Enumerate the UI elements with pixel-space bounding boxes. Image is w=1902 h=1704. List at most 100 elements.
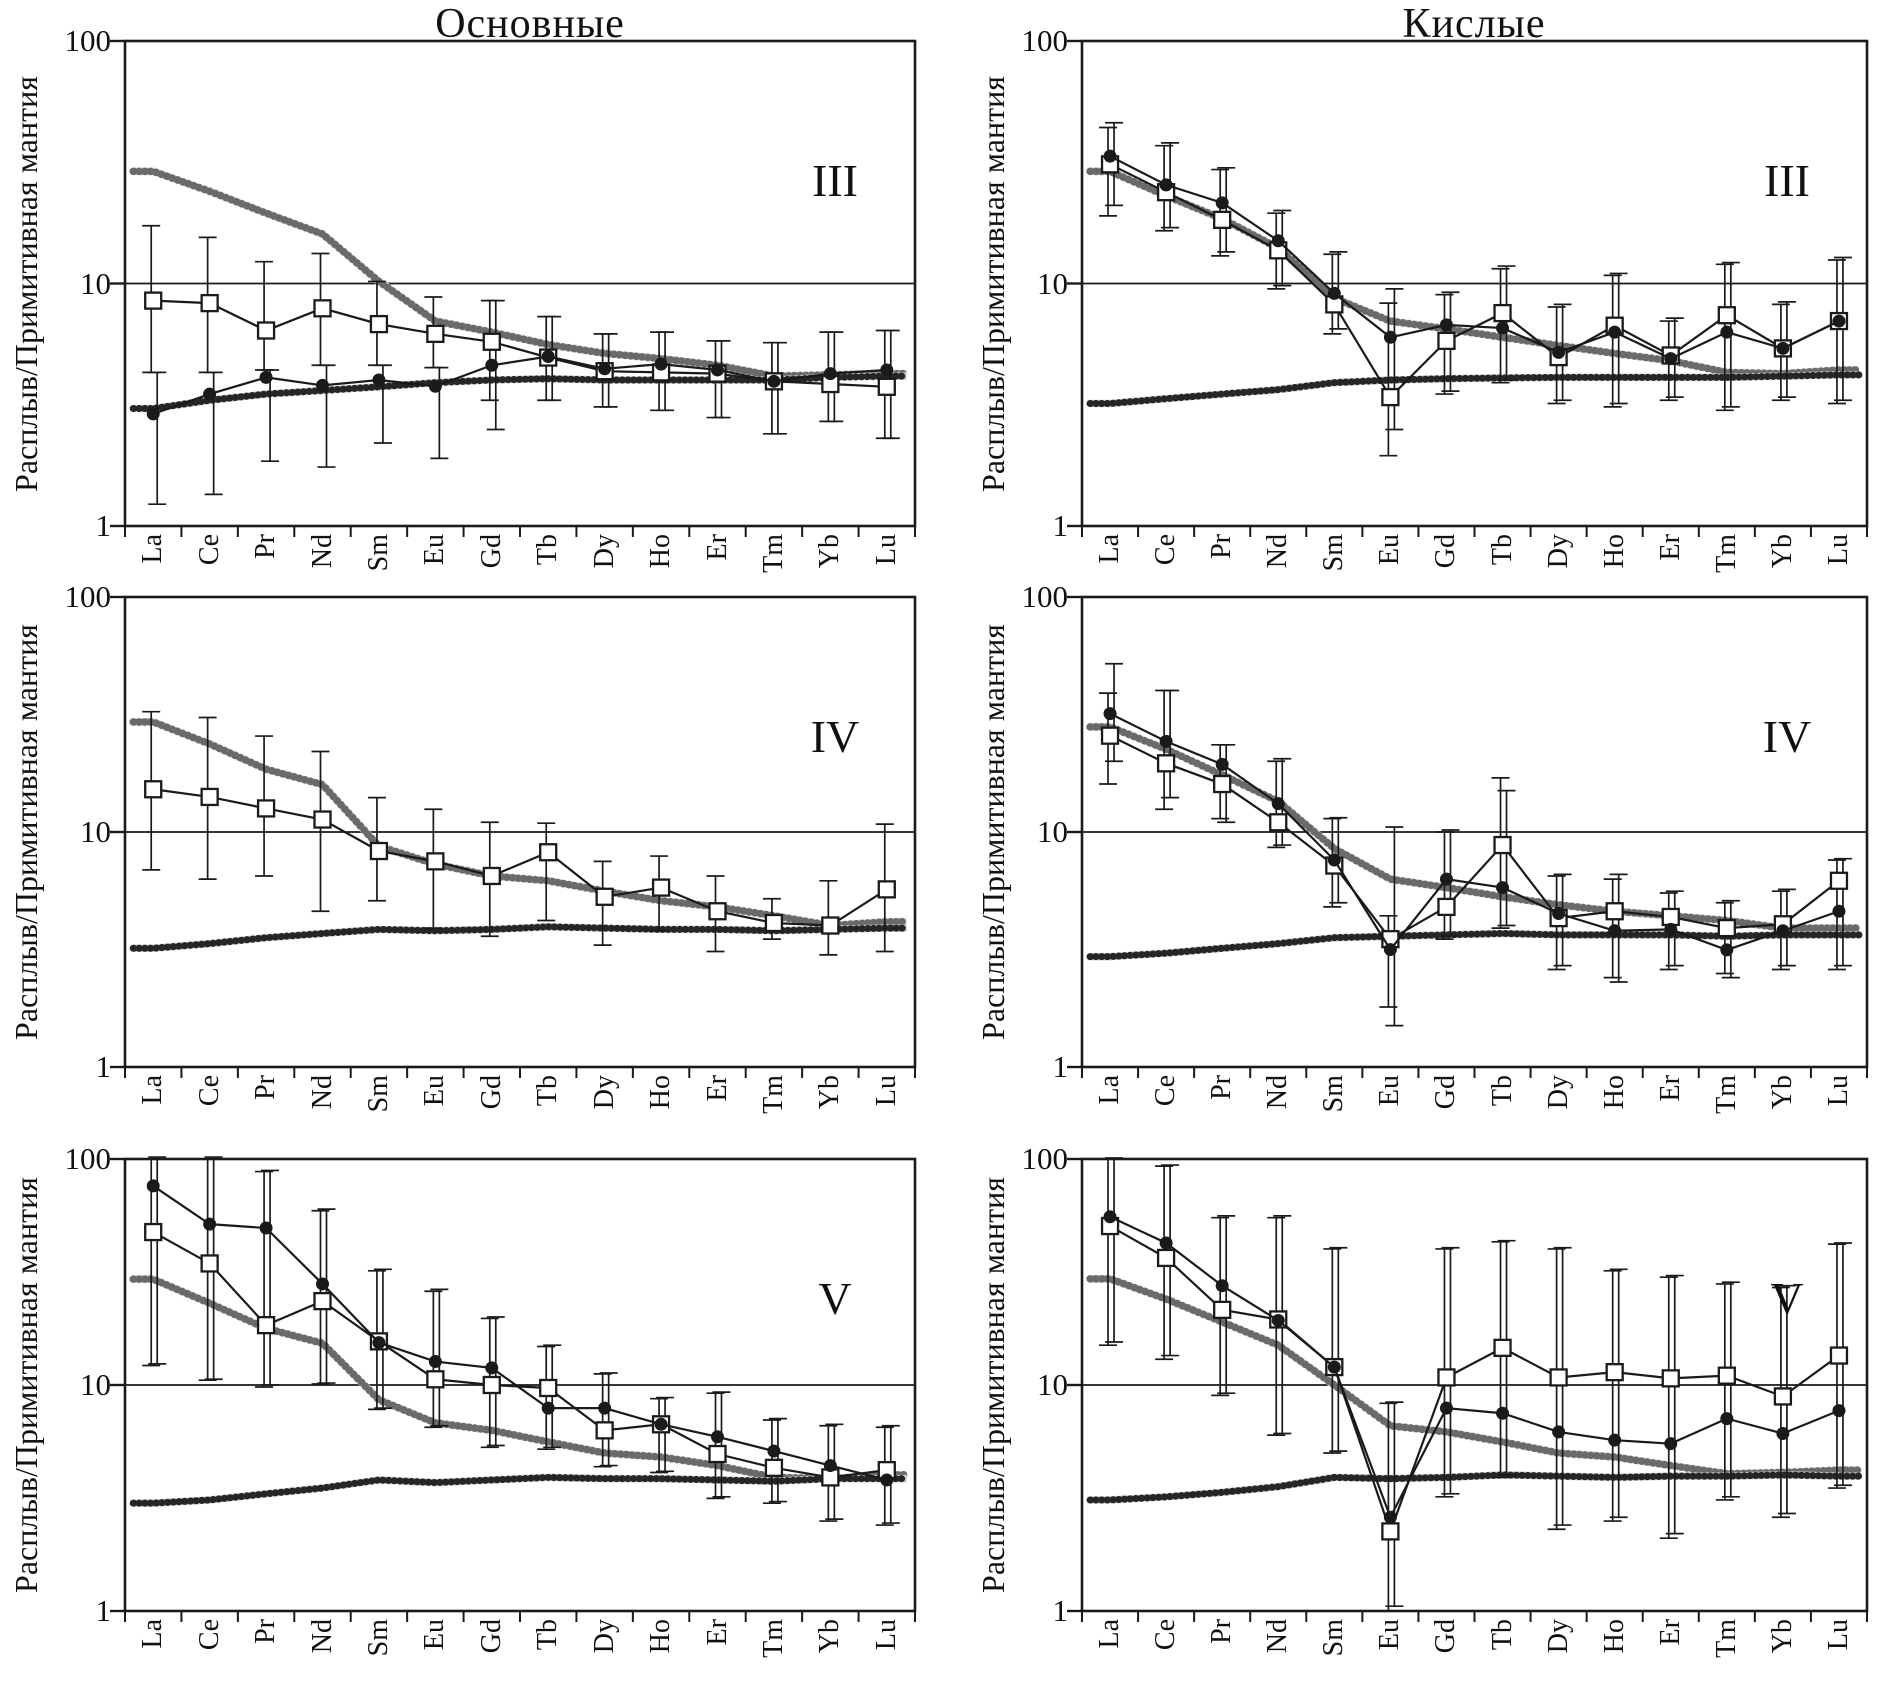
- marker-filled-circle: [1439, 872, 1453, 886]
- x-tick-label-tm: Tm: [1710, 1075, 1742, 1114]
- marker-open-square: [1156, 754, 1176, 773]
- marker-filled-circle: [203, 1217, 217, 1231]
- marker-open-square: [426, 1370, 445, 1389]
- marker-open-square: [144, 780, 163, 799]
- x-tick-label-ho: Ho: [1598, 1075, 1630, 1110]
- marker-open-square: [313, 1291, 332, 1311]
- marker-filled-circle: [1215, 757, 1229, 771]
- y-tick-label-10: 10: [1037, 265, 1068, 301]
- chart-panel-acidic-iii: [1067, 39, 1869, 537]
- marker-filled-circle: [1720, 943, 1734, 957]
- y-tick-label-1: 1: [1052, 508, 1069, 543]
- x-tick-label-tb: Tb: [1486, 1619, 1518, 1651]
- x-tick-label-ce: Ce: [193, 1075, 225, 1107]
- x-tick-label-tm: Tm: [757, 534, 789, 573]
- x-tick-label-sm: Sm: [362, 1075, 394, 1113]
- marker-open-square: [764, 913, 784, 933]
- marker-open-square: [1493, 1338, 1512, 1358]
- marker-open-square: [595, 887, 614, 906]
- chart-panel-acidic-iv: [1067, 595, 1869, 1078]
- marker-filled-circle: [428, 379, 442, 393]
- marker-open-square: [313, 299, 332, 318]
- x-tick-label-la: La: [137, 1619, 169, 1649]
- marker-filled-circle: [880, 1473, 894, 1487]
- marker-filled-circle: [1664, 1437, 1678, 1451]
- marker-open-square: [1661, 907, 1680, 927]
- x-tick-label-yb: Yb: [814, 1619, 846, 1654]
- x-tick-label-tm: Tm: [1710, 534, 1742, 573]
- marker-open-square: [200, 293, 219, 313]
- x-tick-label-yb: Yb: [814, 534, 846, 569]
- marker-open-square: [1605, 1362, 1624, 1382]
- marker-open-square: [369, 314, 389, 334]
- marker-open-square: [877, 880, 896, 899]
- x-tick-label-la: La: [1094, 1075, 1126, 1105]
- marker-filled-circle: [372, 1336, 386, 1350]
- x-tick-label-nd: Nd: [306, 534, 338, 569]
- y-tick-label-100: 100: [1021, 579, 1069, 614]
- marker-filled-circle: [823, 1459, 837, 1473]
- marker-filled-circle: [1832, 1404, 1846, 1418]
- marker-filled-circle: [1215, 196, 1229, 210]
- x-tick-label-er: Er: [1654, 1619, 1686, 1646]
- marker-filled-circle: [1271, 1313, 1285, 1327]
- marker-filled-circle: [259, 1221, 273, 1235]
- plot-basic-III: [110, 39, 917, 537]
- marker-filled-circle: [1159, 178, 1173, 192]
- x-tick-label-tb: Tb: [1486, 1075, 1518, 1107]
- x-tick-label-lu: Lu: [1822, 1075, 1854, 1107]
- x-tick-label-lu: Lu: [1822, 534, 1854, 566]
- marker-open-square: [1661, 1369, 1680, 1388]
- chart-panel-basic-v: [110, 1156, 917, 1622]
- marker-open-square: [369, 841, 389, 861]
- marker-filled-circle: [1664, 922, 1678, 936]
- marker-filled-circle: [1327, 1360, 1341, 1374]
- y-tick-label-100: 100: [1021, 1141, 1069, 1176]
- x-tick-label-pr: Pr: [1206, 1075, 1238, 1100]
- marker-open-square: [482, 866, 501, 886]
- marker-open-square: [1437, 897, 1456, 917]
- marker-filled-circle: [1327, 286, 1341, 300]
- plot-acid-IV: [1067, 595, 1869, 1078]
- marker-filled-circle: [372, 373, 386, 387]
- x-tick-label-ce: Ce: [193, 534, 225, 566]
- x-tick-label-gd: Gd: [1430, 1619, 1462, 1654]
- marker-open-square: [1213, 210, 1232, 230]
- marker-filled-circle: [1159, 1236, 1173, 1250]
- x-tick-label-tm: Tm: [1710, 1619, 1742, 1658]
- marker-open-square: [1493, 303, 1512, 323]
- marker-open-square: [1437, 1368, 1456, 1387]
- x-tick-label-ce: Ce: [193, 1619, 225, 1651]
- column-title-acidic: Кислые: [1402, 1, 1546, 47]
- marker-open-square: [144, 1222, 163, 1242]
- marker-filled-circle: [1383, 330, 1397, 344]
- x-tick-label-eu: Eu: [1374, 1619, 1406, 1651]
- x-tick-label-gd: Gd: [1430, 534, 1462, 569]
- y-tick-label-1: 1: [95, 1049, 112, 1084]
- x-tick-label-er: Er: [1654, 1075, 1686, 1102]
- marker-filled-circle: [316, 378, 329, 392]
- marker-open-square: [1493, 835, 1512, 855]
- marker-open-square: [256, 321, 276, 340]
- x-tick-label-ce: Ce: [1150, 1075, 1182, 1107]
- x-tick-label-nd: Nd: [1262, 1619, 1294, 1654]
- x-tick-label-tb: Tb: [532, 534, 564, 566]
- panel-label-roman: V: [1770, 1273, 1804, 1324]
- panel-label-roman: V: [818, 1273, 852, 1324]
- x-tick-label-pr: Pr: [1206, 1619, 1238, 1644]
- marker-filled-circle: [823, 367, 837, 381]
- marker-open-square: [821, 916, 840, 935]
- y-tick-label-10: 10: [80, 814, 111, 849]
- marker-open-square: [764, 1458, 784, 1477]
- marker-filled-circle: [316, 1277, 329, 1291]
- marker-filled-circle: [1103, 149, 1117, 163]
- marker-open-square: [651, 878, 671, 897]
- panel-label-roman: IV: [810, 711, 860, 762]
- marker-filled-circle: [1832, 904, 1846, 918]
- marker-open-square: [1605, 902, 1624, 921]
- x-tick-label-ce: Ce: [1150, 1619, 1182, 1651]
- marker-open-square: [1213, 774, 1232, 794]
- y-tick-label-100: 100: [64, 1141, 112, 1176]
- marker-open-square: [482, 332, 501, 351]
- x-tick-label-dy: Dy: [1542, 534, 1574, 569]
